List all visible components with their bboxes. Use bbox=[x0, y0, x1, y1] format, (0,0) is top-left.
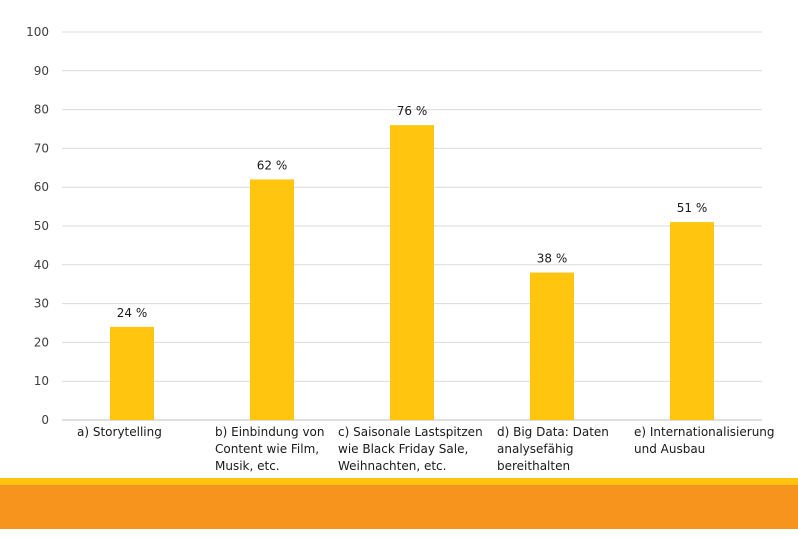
y-tick-label: 60 bbox=[34, 180, 49, 194]
y-tick-label: 30 bbox=[34, 297, 49, 311]
bar-chart: 0 10 20 30 40 50 60 70 80 90 100 24 % 62 % 76 % 38 % 51… bbox=[26, 25, 775, 473]
y-tick-label: 0 bbox=[41, 413, 49, 427]
data-label-a: 24 % bbox=[117, 306, 148, 320]
y-tick-label: 10 bbox=[34, 374, 49, 388]
y-tick-label: 50 bbox=[34, 219, 49, 233]
bar-c bbox=[390, 125, 434, 421]
bar-d bbox=[530, 272, 574, 420]
y-tick-label: 80 bbox=[34, 103, 49, 117]
y-tick-label: 70 bbox=[34, 141, 49, 155]
category-label-a: a) Storytelling bbox=[77, 425, 162, 439]
data-label-d: 38 % bbox=[537, 252, 568, 266]
footer-orange-band bbox=[0, 485, 798, 529]
y-tick-label: 100 bbox=[26, 25, 49, 39]
bar-a bbox=[110, 326, 154, 420]
chart-canvas: 0 10 20 30 40 50 60 70 80 90 100 24 % 62 % 76 % 38 % 51… bbox=[26, 25, 762, 427]
data-label-b: 62 % bbox=[257, 158, 288, 172]
category-label-c: c) Saisonale Lastspitzen wie Black Frida… bbox=[338, 425, 483, 473]
data-label-c: 76 % bbox=[397, 104, 428, 118]
y-tick-label: 40 bbox=[34, 258, 49, 272]
bar-e bbox=[670, 222, 714, 420]
bar-b bbox=[250, 179, 294, 420]
category-label-b: b) Einbindung von Content wie Film, Musi… bbox=[215, 425, 325, 473]
category-label-d: d) Big Data: Daten analysefähig bereitha… bbox=[497, 425, 609, 473]
footer-bottom-margin bbox=[0, 529, 798, 539]
y-tick-label: 20 bbox=[34, 335, 49, 349]
y-tick-label: 90 bbox=[34, 64, 49, 78]
data-label-e: 51 % bbox=[677, 201, 708, 215]
category-label-e: e) Internationalisierung und Ausbau bbox=[634, 425, 775, 456]
footer-yellow-stripe bbox=[0, 478, 798, 485]
